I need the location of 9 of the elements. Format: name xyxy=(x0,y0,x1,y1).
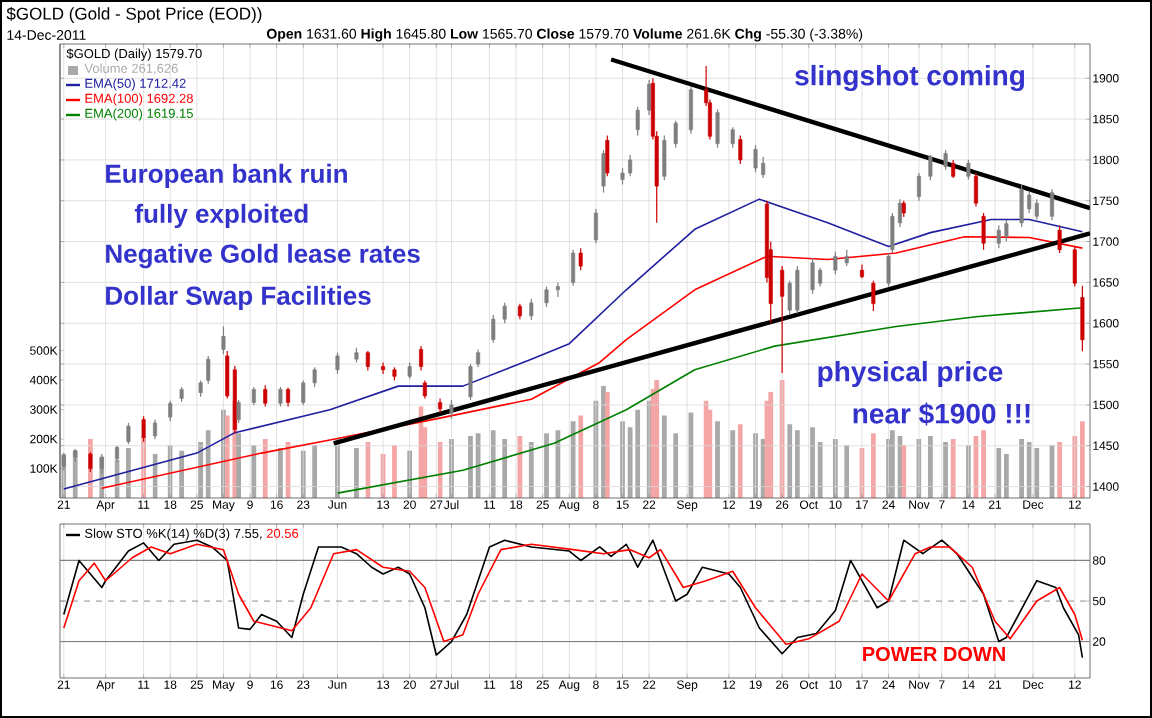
annotation: physical price xyxy=(818,360,1003,388)
annotation: fully exploited xyxy=(134,203,308,229)
annotation: near $1900 !!! xyxy=(853,402,1030,426)
chart-title: $GOLD (Gold - Spot Price (EOD)) xyxy=(6,6,262,24)
annotation: POWER DOWN xyxy=(863,646,1005,662)
annotation: European bank ruin xyxy=(106,163,347,189)
annotation: Dollar Swap Facilities xyxy=(106,285,371,311)
annotation: Negative Gold lease rates xyxy=(106,243,420,269)
annotation: slingshot coming xyxy=(795,64,1025,92)
